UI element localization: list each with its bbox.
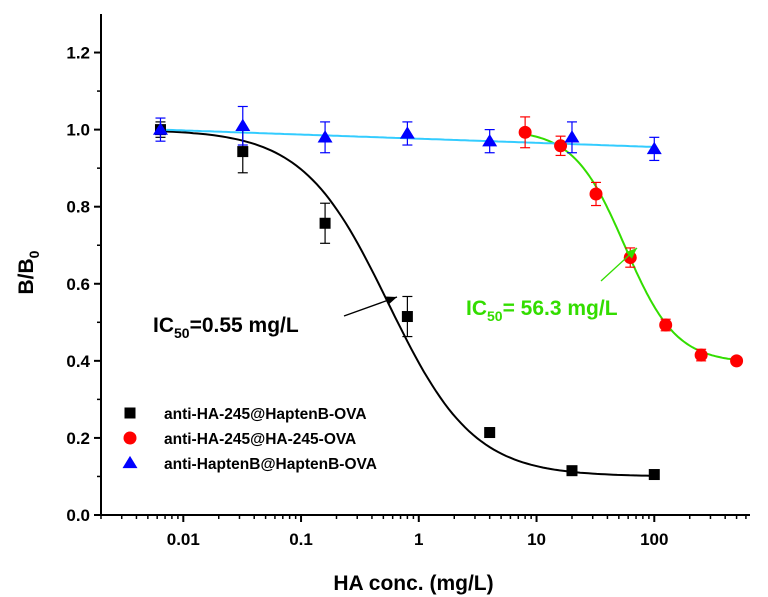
series-3-point xyxy=(317,130,333,143)
series-2-point xyxy=(659,318,673,332)
series-2-point xyxy=(730,354,744,368)
x-tick-label: 0.1 xyxy=(289,530,313,549)
series-2-point xyxy=(554,139,568,153)
ic50-annotation-2: IC50= 56.3 mg/L xyxy=(466,297,618,324)
ic50-annotation-1: IC50=0.55 mg/L xyxy=(153,314,299,341)
x-tick-label: 100 xyxy=(640,530,668,549)
legend-marker-3 xyxy=(122,455,138,469)
legend-label-3: anti-HaptenB@HaptenB-OVA xyxy=(164,456,377,473)
series-1-point xyxy=(566,465,578,477)
series-2-point xyxy=(694,348,708,362)
series-1-point xyxy=(319,217,331,229)
fit-curve-2 xyxy=(524,133,737,361)
y-axis-title-main: B/B xyxy=(15,258,38,294)
series-3-point xyxy=(399,126,415,139)
y-tick-label: 0.8 xyxy=(66,198,90,217)
series-1-point xyxy=(401,311,413,323)
series-3-point xyxy=(235,118,251,131)
ic50-annotation-value: = 56.3 mg/L xyxy=(503,297,618,320)
x-tick-label: 1 xyxy=(414,530,423,549)
y-tick-label: 0.0 xyxy=(66,506,90,525)
y-tick-label: 0.2 xyxy=(66,429,90,448)
legend-label-1: anti-HA-245@HaptenB-OVA xyxy=(164,406,367,423)
y-tick-label: 0.4 xyxy=(66,352,90,371)
legend-marker-1 xyxy=(124,407,136,419)
series-3-point xyxy=(482,134,498,147)
x-axis-title: HA conc. (mg/L) xyxy=(333,572,493,595)
ic50-annotation-main: IC xyxy=(466,297,487,320)
ic50-annotation-subscript: 50 xyxy=(487,308,503,324)
series-2-point xyxy=(518,125,532,139)
ic50-annotation-value: =0.55 mg/L xyxy=(190,314,299,337)
y-tick-label: 1.0 xyxy=(66,121,90,140)
y-axis-title-subscript: 0 xyxy=(26,250,42,258)
series-2-point xyxy=(589,187,603,201)
ic50-arrow-2-head xyxy=(625,248,637,259)
series-3-point xyxy=(564,130,580,143)
series-1-point xyxy=(237,146,249,158)
y-tick-label: 1.2 xyxy=(66,44,90,63)
series-3-point xyxy=(646,141,662,155)
y-axis-title: B/B0 xyxy=(15,250,42,294)
x-tick-label: 10 xyxy=(527,530,546,549)
x-tick-label: 0.01 xyxy=(167,530,200,549)
ic50-annotation-main: IC xyxy=(153,314,174,337)
ic50-arrow-1-head xyxy=(385,296,397,305)
legend-marker-2 xyxy=(123,431,137,445)
series-3-point xyxy=(153,122,168,135)
y-tick-label: 0.6 xyxy=(66,275,90,294)
ic50-annotation-subscript: 50 xyxy=(174,325,190,341)
series-1-point xyxy=(484,427,496,439)
series-1-point xyxy=(648,469,660,481)
legend-label-2: anti-HA-245@HA-245-OVA xyxy=(164,431,356,448)
